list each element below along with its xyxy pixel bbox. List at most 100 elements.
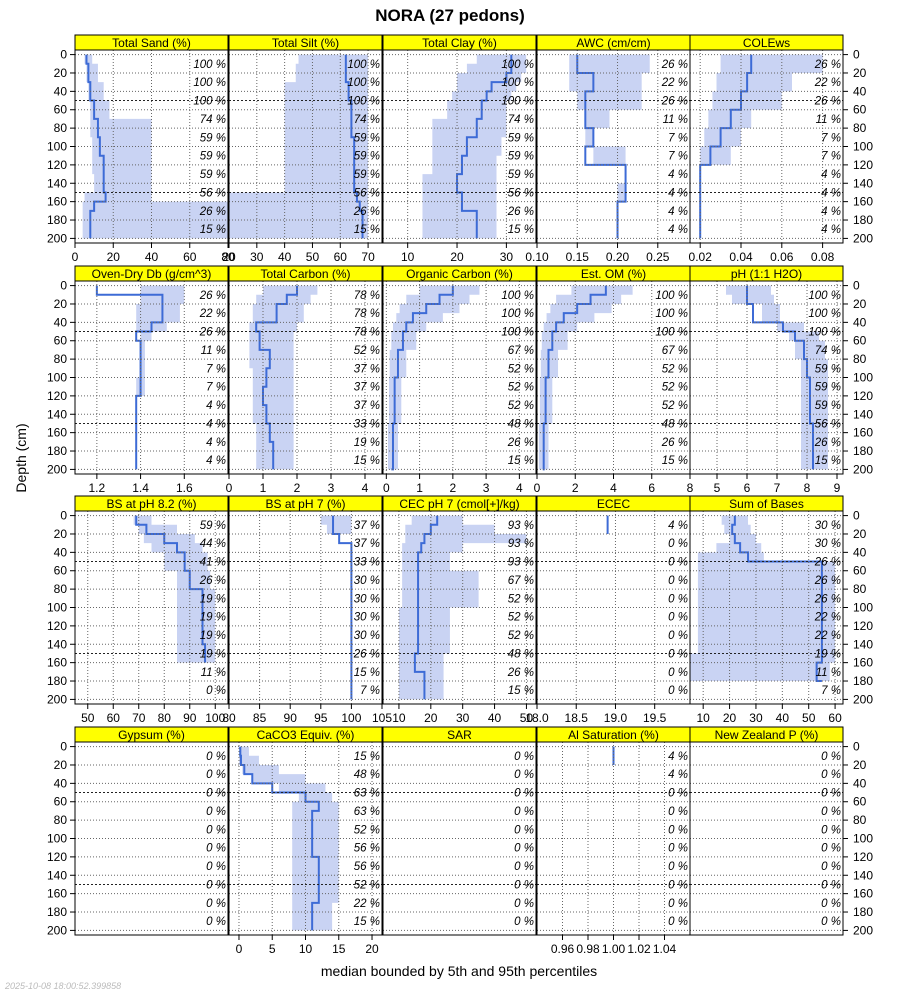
depth-tick-label: 200 [853,231,873,245]
data-completeness-label: 15 % [508,685,534,697]
data-completeness-label: 52 % [508,363,534,375]
depth-tick-label: 40 [853,84,867,98]
data-completeness-label: 0 % [821,879,841,891]
data-completeness-label: 0 % [514,824,534,836]
x-tick-label: 0 [72,250,79,264]
data-completeness-label: 37 % [354,400,380,412]
depth-tick-label: 40 [853,545,867,559]
data-completeness-label: 4 % [668,206,688,218]
x-tick-label: 0 [383,481,390,495]
data-completeness-label: 48 % [354,769,380,781]
data-completeness-label: 100 % [501,59,534,71]
x-tick-label: 20 [450,250,464,264]
data-completeness-label: 26 % [814,593,841,605]
depth-tick-label: 80 [54,352,68,366]
data-completeness-label: 56 % [354,843,380,855]
data-completeness-label: 7 % [206,382,226,394]
x-tick-label: 30 [500,250,514,264]
depth-tick-label: 180 [47,444,67,458]
data-completeness-label: 56 % [508,187,534,199]
panel-data [690,515,836,683]
depth-tick-label: 180 [47,674,67,688]
data-completeness-label: 44 % [200,538,226,550]
x-tick-label: 60 [107,711,121,725]
data-completeness-label: 100 % [501,290,534,302]
data-completeness-label: 63 % [354,788,380,800]
depth-tick-label: 40 [853,776,867,790]
data-completeness-label: 52 % [508,382,534,394]
data-completeness-label: 4 % [668,187,688,199]
panel-strip-label: Al Saturation (%) [568,728,659,742]
data-completeness-label: 0 % [821,898,841,910]
depth-tick-label: 20 [54,758,68,772]
x-tick-label: 0.98 [576,942,600,956]
depth-tick-label: 200 [47,462,67,476]
data-completeness-label: 0 % [206,879,226,891]
x-tick-label: 0.20 [606,250,630,264]
data-completeness-label: 0 % [668,575,688,587]
data-completeness-label: 93 % [508,538,534,550]
data-completeness-label: 78 % [354,308,380,320]
x-tick-label: 4 [362,481,369,495]
data-completeness-label: 26 % [353,648,380,660]
x-tick-label: 0.06 [770,250,794,264]
panel: Gypsum (%) 0 % 0 % 0 % 0 % 0 % 0 % 0 % 0 % 0 % 0 %… [47,726,229,937]
depth-tick-label: 140 [47,407,67,421]
panel: Total Sand (%)100 %100 %100 %74 %59 %59 … [47,34,235,264]
panel-border [228,510,383,705]
data-completeness-label: 48 % [508,418,534,430]
x-tick-label: 70 [132,711,146,725]
data-completeness-label: 19 % [815,648,841,660]
x-tick-label: 70 [361,250,375,264]
data-completeness-label: 93 % [508,520,534,532]
x-tick-label: 1 [260,481,267,495]
panel-strip-label: pH (1:1 H2O) [731,267,802,281]
x-tick-label: 18.5 [565,711,589,725]
data-completeness-label: 52 % [354,345,380,357]
data-completeness-label: 4 % [821,224,841,236]
depth-tick-label: 140 [853,637,873,651]
data-completeness-label: 26 % [661,59,688,71]
depth-tick-label: 120 [47,850,67,864]
x-tick-label: 100 [341,711,361,725]
data-completeness-label: 0 % [821,769,841,781]
data-completeness-label: 0 % [206,824,226,836]
depth-tick-label: 180 [853,674,873,688]
data-completeness-label: 30 % [354,612,380,624]
panel: Est. OM (%) 100 % 100 % 100 % 67 % 52 % 52 % 52… [534,265,694,495]
depth-tick-label: 0 [60,48,67,62]
depth-tick-label: 140 [47,868,67,882]
data-completeness-label: 59 % [508,132,534,144]
x-tick-label: 0 [236,942,243,956]
depth-tick-label: 180 [853,905,873,919]
data-completeness-label: 4 % [821,187,841,199]
depth-tick-label: 80 [853,582,867,596]
x-tick-label: 40 [776,711,790,725]
x-tick-label: 1.2 [89,481,106,495]
data-completeness-label: 100 % [501,327,534,339]
data-completeness-label: 0 % [206,769,226,781]
depth-tick-label: 100 [47,371,67,385]
data-completeness-label: 59 % [354,151,380,163]
data-completeness-label: 0 % [514,751,534,763]
percentile-band [690,515,836,682]
data-completeness-label: 59 % [200,169,226,181]
panel: Total Clay (%) 100 % 100 % 100 % 74 % 59 % 59 … [382,34,537,264]
x-tick-label: 5 [714,481,721,495]
data-completeness-label: 4 % [206,418,226,430]
depth-tick-label: 200 [47,692,67,706]
x-tick-label: 60 [183,250,197,264]
data-completeness-label: 26 % [814,96,841,108]
median-line [332,515,353,700]
data-completeness-label: 7 % [360,685,380,697]
data-completeness-label: 0 % [668,916,688,928]
panel-strip-label: Est. OM (%) [581,267,646,281]
depth-tick-label: 160 [853,426,873,440]
depth-tick-label: 60 [853,103,867,117]
data-completeness-label: 0 % [821,916,841,928]
data-completeness-label: 48 % [662,418,688,430]
x-tick-label: 3 [328,481,335,495]
data-completeness-label: 52 % [508,593,534,605]
data-completeness-label: 100 % [193,96,226,108]
data-completeness-label: 100 % [347,77,380,89]
